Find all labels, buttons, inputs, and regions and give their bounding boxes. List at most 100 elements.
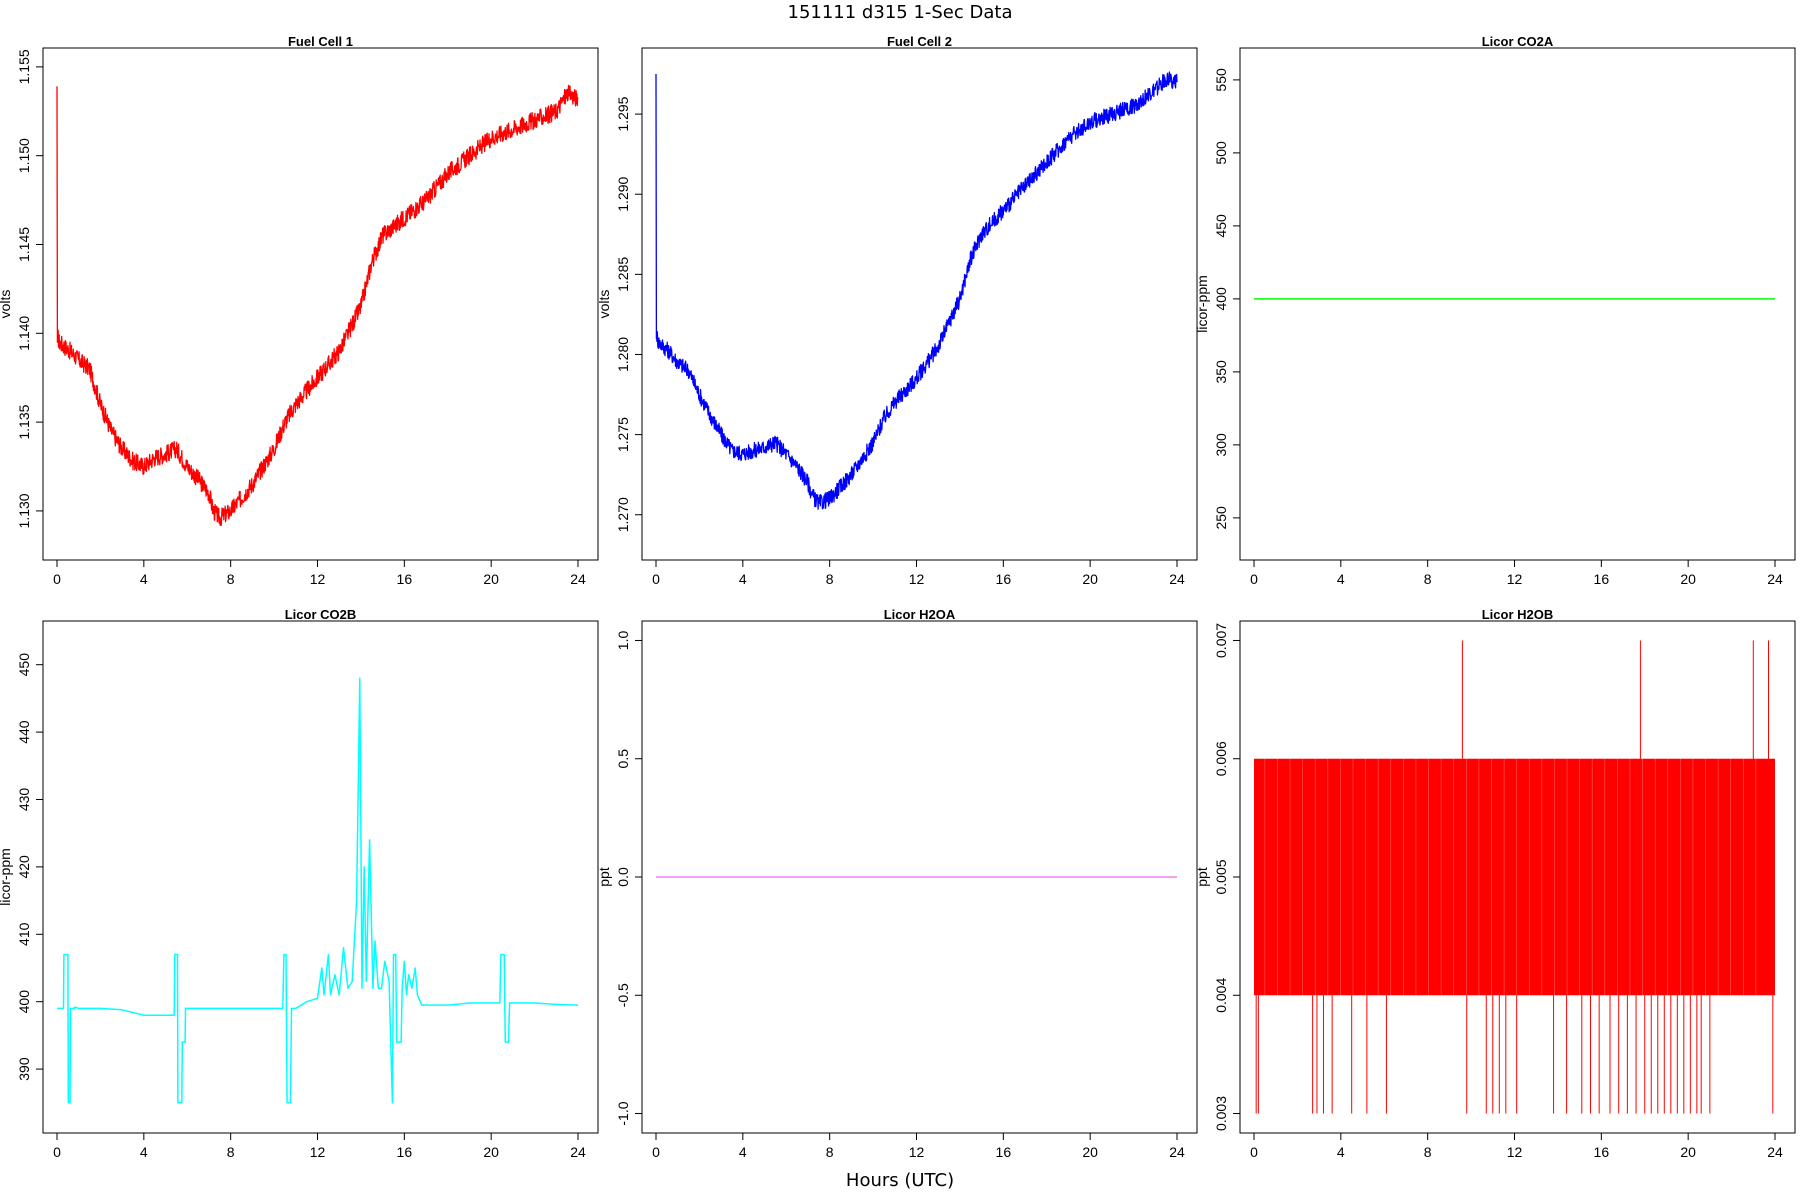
y-tick-label: 430 xyxy=(16,788,32,812)
x-tick-label: 24 xyxy=(570,1144,586,1160)
x-tick-label: 24 xyxy=(1169,1144,1185,1160)
y-tick-label: 0.0 xyxy=(615,867,631,887)
panel-title: Licor H2OA xyxy=(884,607,956,622)
y-tick-label: -0.5 xyxy=(615,983,631,1007)
x-tick-label: 8 xyxy=(227,571,235,587)
y-axis-label: licor-ppm xyxy=(1194,275,1210,333)
x-tick-label: 4 xyxy=(1337,1144,1345,1160)
x-tick-label: 12 xyxy=(909,571,925,587)
x-tick-label: 16 xyxy=(1594,1144,1610,1160)
x-tick-label: 20 xyxy=(483,571,499,587)
y-tick-label: 250 xyxy=(1213,506,1229,530)
x-tick-label: 12 xyxy=(909,1144,925,1160)
x-tick-label: 0 xyxy=(1250,1144,1258,1160)
panel-5: Licor H2OA ppt 0 4 8 12 16 20 24 -1.0 -0.5 0.0 0.5 1.… xyxy=(596,607,1198,1160)
x-tick-label: 16 xyxy=(397,1144,413,1160)
x-tick-label: 20 xyxy=(1082,571,1098,587)
data-line xyxy=(655,71,1178,510)
y-tick-label: 420 xyxy=(16,855,32,879)
y-tick-label: 0.003 xyxy=(1213,1096,1229,1131)
data-band xyxy=(1254,758,1775,996)
x-tick-label: 8 xyxy=(227,1144,235,1160)
y-axis-label: volts xyxy=(596,290,612,319)
panel-3: Licor CO2A licor-ppm 0 4 8 12 16 20 24 250 300 350 4… xyxy=(1194,34,1796,587)
panel-title: Fuel Cell 1 xyxy=(288,34,353,49)
x-tick-label: 12 xyxy=(1507,1144,1523,1160)
plot-frame xyxy=(42,620,599,1134)
x-tick-label: 16 xyxy=(996,571,1012,587)
data-line xyxy=(57,677,579,1104)
x-tick-label: 0 xyxy=(53,1144,61,1160)
y-tick-label: 400 xyxy=(1213,287,1229,311)
x-tick-label: 20 xyxy=(1680,1144,1696,1160)
x-tick-label: 24 xyxy=(1767,1144,1783,1160)
figure-title: 151111 d315 1-Sec Data xyxy=(787,2,1013,23)
x-tick-label: 20 xyxy=(483,1144,499,1160)
y-tick-label: 1.130 xyxy=(16,493,32,528)
y-tick-label: 1.145 xyxy=(16,227,32,262)
plot-frame xyxy=(42,47,599,561)
y-tick-label: 0.007 xyxy=(1213,623,1229,658)
x-tick-label: 4 xyxy=(140,571,148,587)
y-axis-label: licor-ppm xyxy=(0,848,13,906)
y-tick-label: 1.270 xyxy=(615,497,631,532)
x-tick-label: 20 xyxy=(1082,1144,1098,1160)
x-tick-label: 24 xyxy=(1767,571,1783,587)
y-axis-label: ppt xyxy=(1194,867,1210,887)
x-tick-label: 0 xyxy=(652,1144,660,1160)
y-tick-label: 300 xyxy=(1213,433,1229,457)
y-tick-label: 450 xyxy=(16,653,32,677)
x-tick-label: 16 xyxy=(1594,571,1610,587)
panel-title: Licor H2OB xyxy=(1482,607,1554,622)
y-tick-label: 1.275 xyxy=(615,417,631,452)
y-tick-label: 1.140 xyxy=(16,316,32,351)
y-tick-label: 1.280 xyxy=(615,337,631,372)
y-axis-label: ppt xyxy=(596,867,612,887)
y-tick-label: 1.285 xyxy=(615,257,631,292)
panel-1: Fuel Cell 1 volts 0 4 8 12 16 20 24 1.130 1.135 1.1… xyxy=(0,34,599,587)
y-tick-label: 1.135 xyxy=(16,404,32,439)
y-tick-label: 1.0 xyxy=(615,631,631,651)
x-tick-label: 0 xyxy=(53,571,61,587)
plot-frame xyxy=(641,47,1198,561)
y-tick-label: 1.295 xyxy=(615,96,631,131)
y-tick-label: 440 xyxy=(16,720,32,744)
y-tick-label: 0.004 xyxy=(1213,978,1229,1013)
y-tick-label: 1.150 xyxy=(16,138,32,173)
x-tick-label: 4 xyxy=(1337,571,1345,587)
y-tick-label: 500 xyxy=(1213,141,1229,165)
x-tick-label: 16 xyxy=(996,1144,1012,1160)
y-tick-label: 1.155 xyxy=(16,49,32,84)
x-tick-label: 16 xyxy=(397,571,413,587)
y-tick-label: -1.0 xyxy=(615,1101,631,1125)
y-tick-label: 410 xyxy=(16,922,32,946)
y-tick-label: 1.290 xyxy=(615,176,631,211)
plot-frame xyxy=(1239,47,1796,561)
x-tick-label: 20 xyxy=(1680,571,1696,587)
panel-6: Licor H2OB ppt 0 4 8 12 16 20 24 0.003 0.004 0.005 0… xyxy=(1194,607,1796,1160)
y-tick-label: 0.006 xyxy=(1213,741,1229,776)
x-tick-label: 0 xyxy=(652,571,660,587)
data-line xyxy=(56,84,579,527)
y-tick-label: 450 xyxy=(1213,214,1229,238)
y-tick-label: 400 xyxy=(16,990,32,1014)
x-tick-label: 12 xyxy=(310,1144,326,1160)
x-tick-label: 24 xyxy=(570,571,586,587)
panel-4: Licor CO2B licor-ppm 0 4 8 12 16 20 24 390 400 410 4… xyxy=(0,607,599,1160)
y-tick-label: 390 xyxy=(16,1057,32,1081)
panel-title: Licor CO2A xyxy=(1482,34,1554,49)
x-tick-label: 8 xyxy=(1424,571,1432,587)
x-tick-label: 24 xyxy=(1169,571,1185,587)
y-tick-label: 350 xyxy=(1213,360,1229,384)
x-tick-label: 4 xyxy=(739,571,747,587)
y-tick-label: 0.5 xyxy=(615,749,631,769)
x-tick-label: 8 xyxy=(826,571,834,587)
panel-title: Fuel Cell 2 xyxy=(887,34,952,49)
y-tick-label: 0.005 xyxy=(1213,859,1229,894)
x-tick-label: 4 xyxy=(739,1144,747,1160)
x-tick-label: 12 xyxy=(310,571,326,587)
x-tick-label: 0 xyxy=(1250,571,1258,587)
x-tick-label: 4 xyxy=(140,1144,148,1160)
